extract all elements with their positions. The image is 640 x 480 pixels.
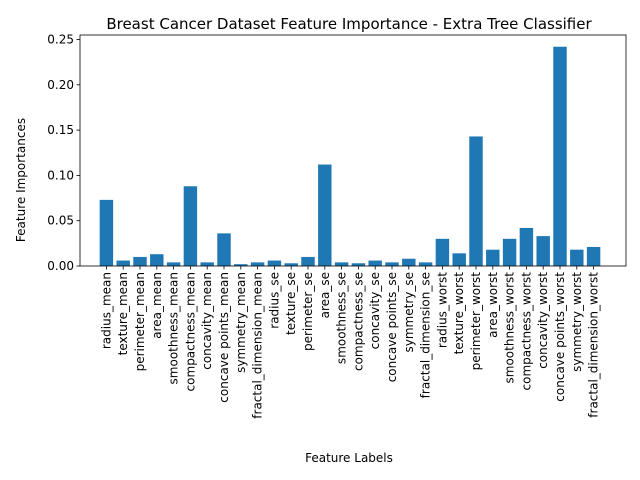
bar [284,263,298,266]
bar [502,238,517,266]
x-axis-label: Feature Labels [305,451,393,465]
y-axis: 0.00 0.05 0.10 0.15 0.20 0.25 [47,33,80,273]
x-axis: radius_mean texture_mean perimeter_mean are… [99,266,601,419]
x-tick-label: smoothness_se [335,272,349,364]
bar [217,233,231,266]
y-axis-label: Feature Importances [14,118,28,242]
bar [334,262,349,266]
x-tick-label: concave points_mean [217,272,231,403]
chart-title: Breast Cancer Dataset Feature Importance… [106,15,592,33]
bar [318,164,332,266]
x-tick-label: perimeter_worst [469,272,483,371]
x-tick-label: perimeter_mean [133,272,147,371]
x-tick-label: fractal_dimension_mean [251,272,265,419]
bar [166,262,181,266]
bars-group [99,46,601,266]
y-tick-label: 0.10 [47,168,74,182]
x-tick-label: texture_se [284,272,298,335]
bar [452,253,466,266]
x-tick-label: concavity_worst [536,272,550,369]
bar [536,236,550,266]
bar [351,263,366,266]
bar [116,260,130,266]
x-tick-label: texture_worst [452,272,466,355]
bar [267,260,282,266]
bar [519,227,534,266]
x-tick-label: concave points_se [385,272,399,382]
x-tick-label: symmetry_se [402,272,416,353]
y-tick-label: 0.00 [47,259,74,273]
x-tick-label: area_worst [486,272,500,338]
bar [435,238,450,266]
y-tick-label: 0.15 [47,123,74,137]
bar [150,254,164,266]
x-tick-label: compactness_mean [183,272,197,391]
bar [385,262,399,266]
x-tick-label: symmetry_worst [570,272,584,372]
x-tick-label: area_se [318,272,332,318]
x-tick-label: radius_worst [435,272,449,348]
bar [586,246,601,266]
x-tick-label: area_mean [150,272,164,339]
bar [133,256,147,266]
bar [234,264,248,266]
x-tick-label: concave points_worst [553,272,567,402]
x-tick-label: concavity_mean [200,272,214,370]
x-tick-label: fractal_dimension_se [419,272,433,398]
x-tick-label: concavity_se [368,272,382,349]
bar [200,262,214,266]
bar [99,199,114,266]
bar [402,258,416,266]
bar [368,260,382,266]
x-tick-label: radius_mean [99,272,113,349]
x-tick-label: texture_mean [116,272,130,355]
bar [469,136,483,266]
x-tick-label: fractal_dimension_worst [587,272,601,418]
plot-frame [79,34,627,267]
x-tick-label: compactness_worst [519,272,533,391]
x-tick-label: compactness_se [351,272,365,371]
x-tick-label: radius_se [267,272,281,329]
bar [570,249,584,266]
bar [553,46,567,266]
bar [250,262,265,266]
bar [418,262,433,266]
x-tick-label: perimeter_se [301,272,315,351]
x-tick-label: smoothness_worst [503,272,517,384]
x-tick-label: smoothness_mean [167,272,181,384]
bar [183,186,198,266]
y-tick-label: 0.25 [47,33,74,47]
bar [301,256,315,266]
y-tick-label: 0.05 [47,214,74,228]
bar [486,249,500,266]
x-tick-label: symmetry_mean [234,272,248,373]
y-tick-label: 0.20 [47,78,74,92]
